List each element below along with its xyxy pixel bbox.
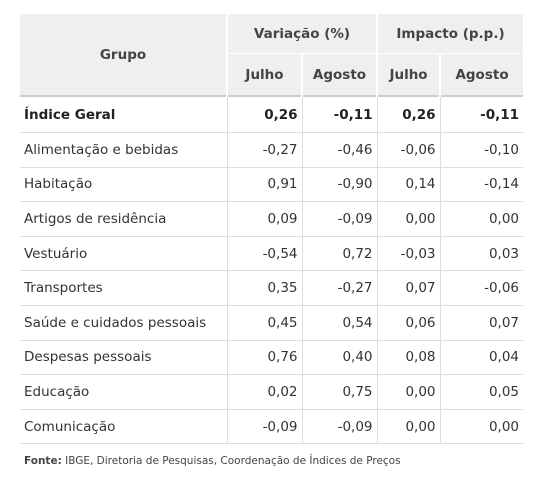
table-row: Transportes 0,35 -0,27 0,07 -0,06	[20, 270, 524, 306]
cell-imp-august: -0,06	[439, 270, 524, 306]
cell-var-july: 0,26	[226, 95, 302, 133]
header-impact-august: Agosto	[439, 53, 524, 96]
cell-group: Índice Geral	[20, 95, 227, 133]
table-row: Despesas pessoais 0,76 0,40 0,08 0,04	[20, 340, 524, 376]
cell-group: Vestuário	[20, 236, 227, 272]
cell-var-august: -0,09	[301, 409, 378, 445]
source-note: Fonte: IBGE, Diretoria de Pesquisas, Coo…	[20, 444, 523, 467]
header-impact: Impacto (p.p.)	[376, 14, 524, 54]
cell-var-july: 0,35	[226, 270, 302, 306]
cell-imp-july: 0,00	[376, 374, 441, 410]
cell-group: Comunicação	[20, 409, 227, 445]
table-row: Vestuário -0,54 0,72 -0,03 0,03	[20, 236, 524, 272]
cell-group: Transportes	[20, 270, 227, 306]
cell-imp-july: 0,00	[376, 201, 441, 237]
cell-var-august: 0,54	[301, 305, 378, 341]
cell-imp-august: 0,00	[439, 409, 524, 445]
source-text: IBGE, Diretoria de Pesquisas, Coordenaçã…	[61, 455, 401, 468]
cell-imp-august: -0,11	[439, 95, 524, 133]
cell-imp-august: 0,07	[439, 305, 524, 341]
cell-group: Educação	[20, 374, 227, 410]
header-variation-july: Julho	[226, 53, 302, 96]
cell-imp-july: 0,26	[376, 95, 441, 133]
cell-group: Saúde e cuidados pessoais	[20, 305, 227, 341]
cell-group: Alimentação e bebidas	[20, 132, 227, 168]
header-variation: Variação (%)	[225, 14, 378, 54]
cell-var-august: 0,40	[301, 340, 378, 376]
cell-imp-july: 0,14	[376, 167, 441, 203]
cell-imp-august: 0,00	[439, 201, 524, 237]
cell-imp-august: 0,03	[439, 236, 524, 272]
table-row: Artigos de residência 0,09 -0,09 0,00 0,…	[20, 201, 524, 237]
cell-imp-august: 0,05	[439, 374, 524, 410]
cell-var-august: -0,09	[301, 201, 378, 237]
cell-imp-july: 0,07	[376, 270, 441, 306]
header-group: Grupo	[20, 14, 227, 96]
cell-imp-july: -0,03	[376, 236, 441, 272]
header-impact-july: Julho	[376, 53, 441, 96]
cell-var-july: 0,45	[226, 305, 302, 341]
table-body: Índice Geral 0,26 -0,11 0,26 -0,11 Alime…	[20, 95, 524, 445]
cell-imp-july: 0,06	[376, 305, 441, 341]
table-row: Comunicação -0,09 -0,09 0,00 0,00	[20, 409, 524, 445]
table-row: Habitação 0,91 -0,90 0,14 -0,14	[20, 167, 524, 203]
cell-var-july: 0,09	[226, 201, 302, 237]
ipca-groups-table: Grupo Variação (%) Impacto (p.p.) Julho …	[20, 14, 524, 445]
cell-var-august: -0,90	[301, 167, 378, 203]
cell-var-july: -0,27	[226, 132, 302, 168]
cell-var-august: 0,72	[301, 236, 378, 272]
cell-var-july: 0,91	[226, 167, 302, 203]
cell-imp-august: 0,04	[439, 340, 524, 376]
cell-var-july: 0,76	[226, 340, 302, 376]
table-row: Alimentação e bebidas -0,27 -0,46 -0,06 …	[20, 132, 524, 168]
cell-group: Despesas pessoais	[20, 340, 227, 376]
cell-imp-july: 0,08	[376, 340, 441, 376]
cell-var-august: -0,11	[301, 95, 378, 133]
table-row: Saúde e cuidados pessoais 0,45 0,54 0,06…	[20, 305, 524, 341]
ipca-table-container: Grupo Variação (%) Impacto (p.p.) Julho …	[20, 14, 524, 467]
cell-imp-august: -0,14	[439, 167, 524, 203]
table-header: Grupo Variação (%) Impacto (p.p.) Julho …	[20, 14, 524, 96]
cell-group: Artigos de residência	[20, 201, 227, 237]
cell-var-july: -0,54	[226, 236, 302, 272]
table-row: Educação 0,02 0,75 0,00 0,05	[20, 374, 524, 410]
source-label: Fonte:	[24, 455, 62, 468]
cell-imp-august: -0,10	[439, 132, 524, 168]
cell-var-august: -0,27	[301, 270, 378, 306]
cell-var-august: -0,46	[301, 132, 378, 168]
cell-imp-july: 0,00	[376, 409, 441, 445]
cell-group: Habitação	[20, 167, 227, 203]
table-row-indice-geral: Índice Geral 0,26 -0,11 0,26 -0,11	[20, 95, 524, 133]
cell-var-july: 0,02	[226, 374, 302, 410]
cell-var-july: -0,09	[226, 409, 302, 445]
cell-imp-july: -0,06	[376, 132, 441, 168]
header-variation-august: Agosto	[300, 53, 378, 96]
cell-var-august: 0,75	[301, 374, 378, 410]
